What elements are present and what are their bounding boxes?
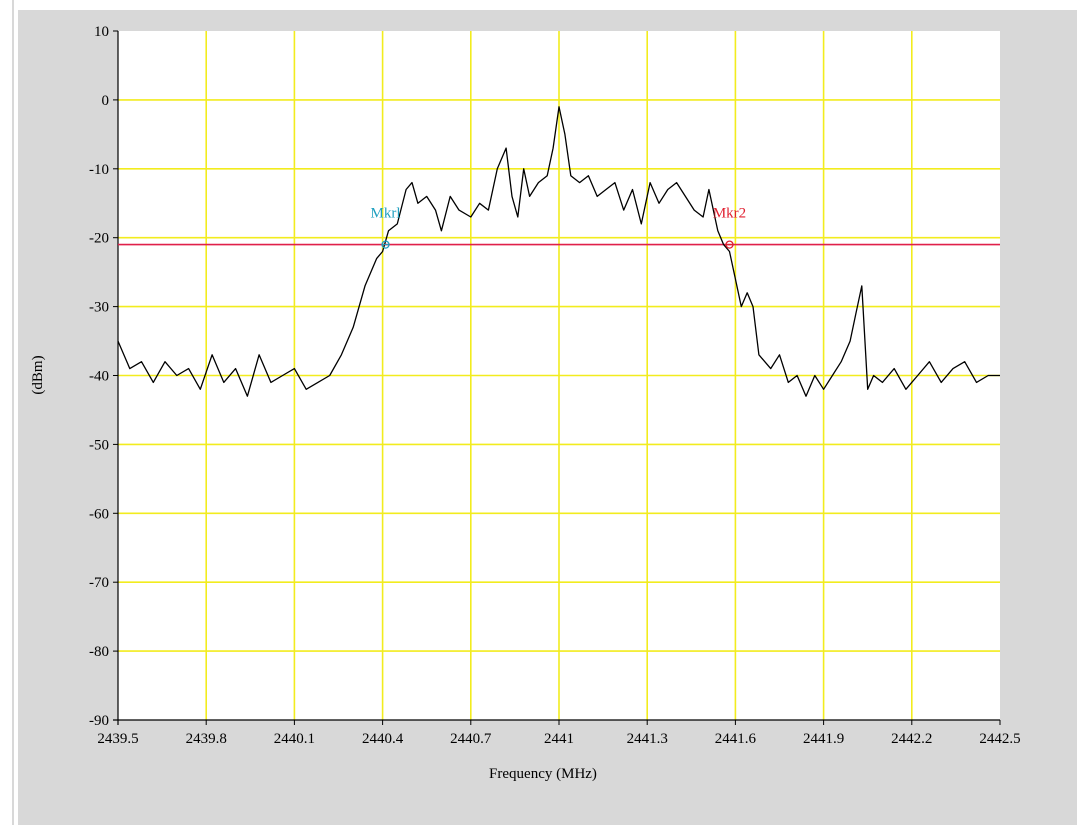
marker-2-label: Mkr2: [713, 206, 746, 222]
axes: [113, 31, 1000, 725]
y-tick-label: -10: [89, 162, 109, 178]
x-tick-label: 2442.5: [979, 731, 1020, 747]
x-tick-label: 2440.7: [450, 731, 492, 747]
y-tick-label: 0: [102, 93, 110, 109]
x-tick-label: 2441.6: [715, 731, 757, 747]
left-divider: [12, 0, 14, 825]
marker-1-label: Mkrl: [371, 206, 401, 222]
x-axis-title: Frequency (MHz): [489, 766, 597, 782]
y-tick-label: -80: [89, 644, 109, 660]
x-tick-label: 2439.5: [97, 731, 138, 747]
spectrum-trace: [117, 106, 1000, 397]
y-tick-label: -30: [89, 300, 109, 316]
x-tick-label: 2440.4: [362, 731, 404, 747]
y-tick-label: -50: [89, 437, 109, 453]
x-tick-label: 2441: [544, 731, 574, 747]
y-tick-label: -40: [89, 369, 109, 385]
x-tick-label: 2441.3: [627, 731, 668, 747]
x-tick-label: 2441.9: [803, 731, 844, 747]
y-tick-label: -70: [89, 575, 109, 591]
y-tick-labels: 10 0 -10 -20 -30 -40 -50 -60 -70 -80 -90: [89, 24, 118, 729]
markers: Mkrl Mkr2: [371, 206, 746, 249]
x-tick-label: 2440.1: [274, 731, 315, 747]
y-tick-label: -20: [89, 231, 109, 247]
x-tick-labels: 2439.5 2439.8 2440.1 2440.4 2440.7 2441 2441.3…: [97, 720, 1021, 747]
x-tick-label: 2442.2: [891, 731, 932, 747]
grid-lines: [118, 31, 1000, 720]
x-tick-label: 2439.8: [186, 731, 227, 747]
y-tick-label: 10: [94, 24, 109, 40]
y-tick-label: -60: [89, 506, 109, 522]
y-tick-label: -90: [89, 713, 109, 729]
y-axis-title: (dBm): [30, 355, 46, 394]
